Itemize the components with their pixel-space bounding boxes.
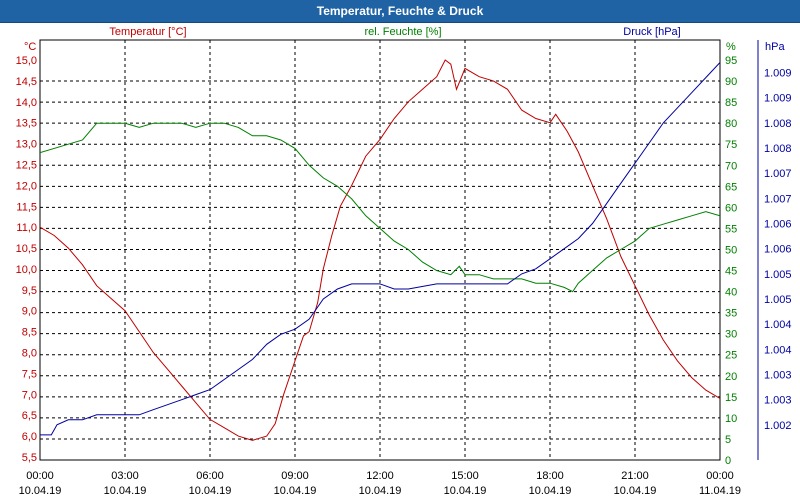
humidity-tick-label: 5 [725,434,731,446]
window-title: Temperatur, Feuchte & Druck [316,4,484,18]
pressure-tick-label: 1.003 [764,370,792,382]
humidity-tick-label: 10 [725,413,737,425]
humidity-tick-label: 70 [725,160,737,172]
temperature-tick-label: 6,5 [22,410,37,422]
temperature-tick-label: 14,0 [16,97,37,109]
pressure-tick-label: 1.005 [764,294,792,306]
pressure-tick-label: 1.009 [764,93,792,105]
temperature-tick-label: 5,5 [22,452,37,464]
temperature-tick-label: 7,0 [22,389,37,401]
title-bar: Temperatur, Feuchte & Druck [0,0,800,23]
humidity-tick-label: 30 [725,329,737,341]
pressure-tick-label: 1.002 [764,420,792,432]
x-tick-time-label: 09:00 [281,470,309,482]
x-tick-date-label: 10.04.19 [274,485,317,497]
temperature-tick-label: 8,5 [22,327,37,339]
pressure-tick-label: 1.005 [764,269,792,281]
temperature-tick-label: 13,0 [16,139,37,151]
x-tick-time-label: 18:00 [536,470,564,482]
pressure-tick-label: 1.004 [764,319,792,331]
humidity-tick-label: 85 [725,97,737,109]
humidity-tick-label: 60 [725,202,737,214]
humidity-tick-label: 45 [725,266,737,278]
humidity-tick-label: 40 [725,287,737,299]
humidity-tick-label: 50 [725,244,737,256]
x-tick-time-label: 12:00 [366,470,394,482]
humidity-tick-label: 55 [725,223,737,235]
x-tick-date-label: 10.04.19 [529,485,572,497]
x-tick-time-label: 15:00 [451,470,479,482]
temperature-tick-label: 11,0 [16,222,37,234]
pressure-tick-label: 1.006 [764,244,792,256]
pressure-tick-label: 1.008 [764,143,792,155]
x-tick-time-label: 06:00 [196,470,224,482]
humidity-tick-label: 25 [725,350,737,362]
temperature-tick-label: 9,0 [22,306,37,318]
temperature-tick-label: 15,0 [16,55,37,67]
temperature-tick-label: 9,5 [22,285,37,297]
temperature-tick-label: 8,0 [22,348,37,360]
temperature-tick-label: 7,5 [22,368,37,380]
temperature-unit-label: °C [24,41,36,53]
humidity-tick-label: 0 [725,455,731,467]
x-tick-date-label: 10.04.19 [104,485,147,497]
humidity-tick-label: 90 [725,76,737,88]
pressure-line [40,62,720,436]
temperature-tick-label: 13,5 [16,118,37,130]
x-tick-time-label: 03:00 [111,470,139,482]
pressure-tick-label: 1.007 [764,193,792,205]
humidity-tick-label: 35 [725,308,737,320]
temperature-line [40,59,720,441]
humidity-tick-label: 75 [725,139,737,151]
x-tick-date-label: 11.04.19 [699,485,741,497]
temperature-tick-label: 10,0 [16,264,37,276]
humidity-tick-label: 95 [725,55,737,67]
x-tick-date-label: 10.04.19 [614,485,657,497]
temperature-tick-label: 10,5 [16,243,37,255]
temperature-tick-label: 11,5 [16,201,37,213]
temperature-tick-label: 12,0 [16,180,37,192]
pressure-axis-title: Druck [hPa] [623,26,680,38]
temperature-tick-label: 6,0 [22,431,37,443]
x-tick-date-label: 10.04.19 [189,485,232,497]
humidity-unit-label: % [726,41,736,53]
temperature-tick-label: 14,5 [16,76,37,88]
pressure-tick-label: 1.009 [764,68,792,80]
pressure-tick-label: 1.003 [764,395,792,407]
pressure-tick-label: 1.006 [764,219,792,231]
x-tick-time-label: 21:00 [621,470,649,482]
x-tick-time-label: 00:00 [706,470,734,482]
pressure-tick-label: 1.008 [764,118,792,130]
humidity-tick-label: 15 [725,392,737,404]
x-tick-date-label: 10.04.19 [359,485,402,497]
pressure-tick-label: 1.007 [764,168,792,180]
humidity-tick-label: 20 [725,371,737,383]
pressure-unit-label: hPa [765,41,785,53]
humidity-tick-label: 80 [725,118,737,130]
pressure-tick-label: 1.004 [764,344,792,356]
humidity-tick-label: 65 [725,181,737,193]
x-tick-time-label: 00:00 [26,470,54,482]
x-tick-date-label: 10.04.19 [444,485,487,497]
temperature-axis-title: Temperatur [°C] [109,26,186,38]
humidity-line [40,122,720,293]
humidity-axis-title: rel. Feuchte [%] [364,26,441,38]
x-tick-date-label: 10.04.19 [19,485,62,497]
temperature-tick-label: 12,5 [16,159,37,171]
